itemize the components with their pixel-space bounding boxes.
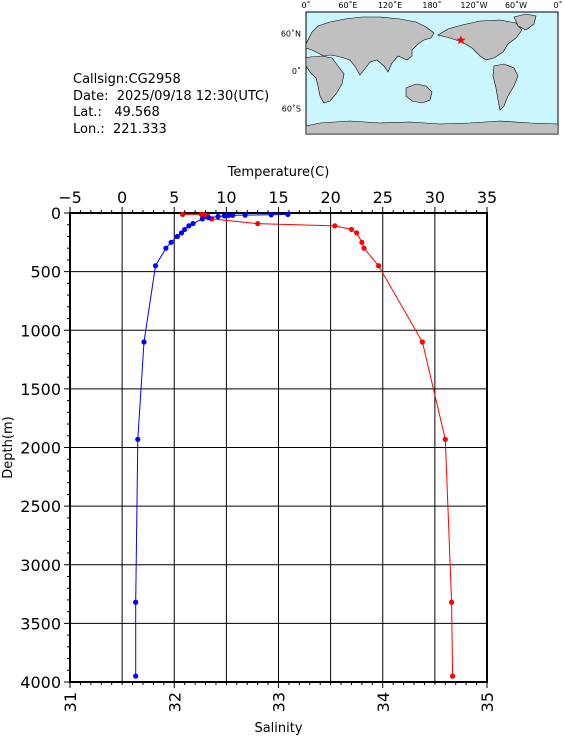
callsign-label: Callsign: — [73, 72, 129, 87]
temperature-tick-label: 5 — [169, 188, 179, 207]
callsign-value: CG2958 — [128, 72, 181, 87]
salinity-data-point — [361, 245, 367, 251]
depth-tick-label: 3500 — [20, 614, 61, 633]
date-value: 2025/09/18 12:30(UTC) — [116, 88, 270, 104]
temperature-tick-label: 10 — [216, 188, 236, 207]
lon-label: Lon.: — [73, 121, 105, 137]
temperature-data-point — [168, 239, 174, 245]
salinity-axis-title: Salinity — [254, 721, 302, 736]
map-lat-label: 60˚N — [281, 29, 301, 39]
lat-line: Lat.: 49.568 — [73, 105, 269, 122]
salinity-data-point — [375, 263, 382, 269]
temperature-tick-label: 20 — [320, 188, 340, 207]
salinity-data-point — [332, 223, 338, 229]
temperature-data-point — [163, 245, 169, 251]
temperature-data-point — [230, 212, 236, 218]
map-lon-label: 180˚ — [422, 0, 441, 10]
temperature-data-point — [285, 211, 291, 218]
temperature-tick-label: 25 — [373, 188, 393, 207]
station-info: Callsign:CG2958 Date: 2025/09/18 12:30(U… — [73, 72, 269, 138]
salinity-data-point — [354, 230, 360, 236]
map-land — [305, 13, 559, 135]
lat-label: Lat.: — [73, 105, 102, 120]
land-africa — [305, 55, 345, 104]
temperature-data-point — [242, 212, 248, 218]
land-greenland — [513, 13, 537, 31]
temperature-data-point — [221, 213, 227, 219]
land-antarctica — [305, 120, 559, 135]
map-lon-label: 0˚ — [553, 0, 562, 10]
date-line: Date: 2025/09/18 12:30(UTC) — [73, 89, 269, 106]
temperature-data-point — [225, 212, 232, 219]
salinity-data-point — [419, 339, 425, 345]
map-lon-label: 120˚E — [378, 0, 402, 10]
temperature-tick-label: 15 — [268, 188, 288, 207]
salinity-data-point — [442, 436, 448, 442]
temperature-data-point — [268, 212, 274, 218]
lon-line: Lon.: 221.333 — [73, 122, 269, 139]
station-marker-icon — [456, 35, 466, 45]
temperature-data-point — [152, 263, 159, 269]
temperature-tick-label: −5 — [58, 188, 82, 207]
depth-tick-label: 2000 — [20, 439, 61, 458]
salinity-data-point — [255, 220, 261, 227]
series-layer — [133, 211, 456, 679]
temperature-data-point — [141, 339, 147, 345]
date-label: Date: — [73, 88, 109, 104]
salinity-tick-label: 31 — [61, 692, 80, 712]
temperature-tick-label: 30 — [425, 188, 445, 207]
depth-tick-label: 0 — [51, 204, 61, 223]
depth-tick-label: 4000 — [20, 673, 61, 692]
temperature-data-point — [190, 220, 196, 227]
map-lon-label: 60˚W — [505, 0, 527, 10]
temperature-profile-line — [135, 213, 288, 677]
depth-axis-title: Depth(m) — [1, 416, 16, 478]
depth-tick-label: 1000 — [20, 321, 61, 340]
temperature-data-point — [206, 215, 212, 221]
temperature-data-point — [182, 226, 188, 233]
depth-tick-label: 1500 — [20, 380, 61, 399]
map-lon-label: 60˚E — [338, 0, 357, 10]
salinity-data-point — [179, 211, 186, 218]
land-eurasia — [305, 16, 435, 76]
temperature-data-point — [133, 673, 139, 679]
map-lat-label: 60˚S — [282, 104, 301, 114]
salinity-tick-label: 35 — [478, 692, 497, 712]
salinity-tick-label: 34 — [374, 692, 393, 712]
lon-value: 221.333 — [113, 121, 167, 137]
grid-lines — [69, 212, 488, 683]
land-south-america — [492, 63, 519, 111]
temperature-data-point — [133, 599, 139, 605]
salinity-tick-label: 32 — [165, 692, 184, 712]
temperature-tick-label: 35 — [477, 188, 497, 207]
temperature-data-point — [135, 436, 141, 442]
temperature-data-point — [178, 230, 185, 236]
depth-tick-label: 3000 — [20, 556, 61, 575]
salinity-data-point — [448, 599, 455, 605]
salinity-data-point — [449, 673, 456, 679]
temperature-tick-label: 0 — [117, 188, 127, 207]
salinity-data-point — [359, 239, 365, 245]
lat-value: 49.568 — [114, 105, 160, 120]
land-australia — [405, 83, 433, 104]
map-lon-label: 0˚ — [301, 0, 310, 10]
depth-tick-label: 500 — [30, 263, 61, 282]
map-lon-label: 120˚W — [460, 0, 487, 10]
salinity-data-point — [348, 226, 355, 233]
world-map: 0˚ 60˚E 120˚E 180˚ 120˚W 60˚W 0˚ 60˚N 0˚ 60˚S — [281, 0, 563, 135]
salinity-tick-label: 33 — [270, 692, 289, 712]
callsign-line: Callsign:CG2958 — [73, 72, 269, 89]
temperature-data-point — [186, 223, 192, 229]
map-lat-label: 0˚ — [292, 66, 301, 76]
land-north-america — [437, 19, 523, 61]
salinity-profile-line — [182, 213, 454, 677]
temperature-data-point — [174, 233, 180, 240]
temperature-data-point — [199, 216, 205, 222]
temperature-data-point — [215, 213, 221, 220]
temperature-axis-title: Temperature(C) — [227, 165, 330, 180]
depth-tick-label: 2500 — [20, 497, 61, 516]
